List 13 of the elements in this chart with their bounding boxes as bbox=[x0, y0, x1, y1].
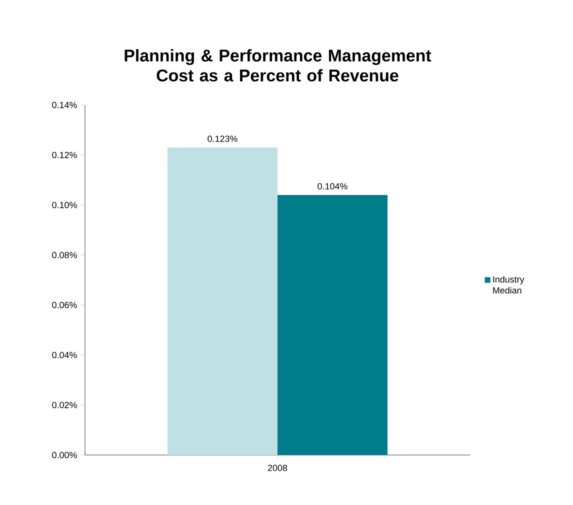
chart-title: Planning & Performance Management Cost as a Percent of Revenue bbox=[124, 49, 432, 82]
y-tick-label: 0.08% bbox=[52, 252, 77, 258]
data-label: 0.104% bbox=[318, 183, 348, 190]
data-label: 0.123% bbox=[208, 136, 238, 142]
legend-label: Industry Median bbox=[493, 276, 524, 294]
y-tick-label: 0.00% bbox=[52, 452, 77, 458]
x-tick-label: 2008 bbox=[268, 464, 288, 472]
y-tick-label: 0.02% bbox=[52, 402, 77, 408]
y-tick-label: 0.10% bbox=[52, 202, 77, 208]
y-tick-label: 0.06% bbox=[52, 302, 77, 308]
y-tick-label: 0.12% bbox=[52, 152, 77, 158]
y-tick-label: 0.04% bbox=[52, 352, 77, 358]
y-tick-label: 0.14% bbox=[52, 102, 77, 108]
